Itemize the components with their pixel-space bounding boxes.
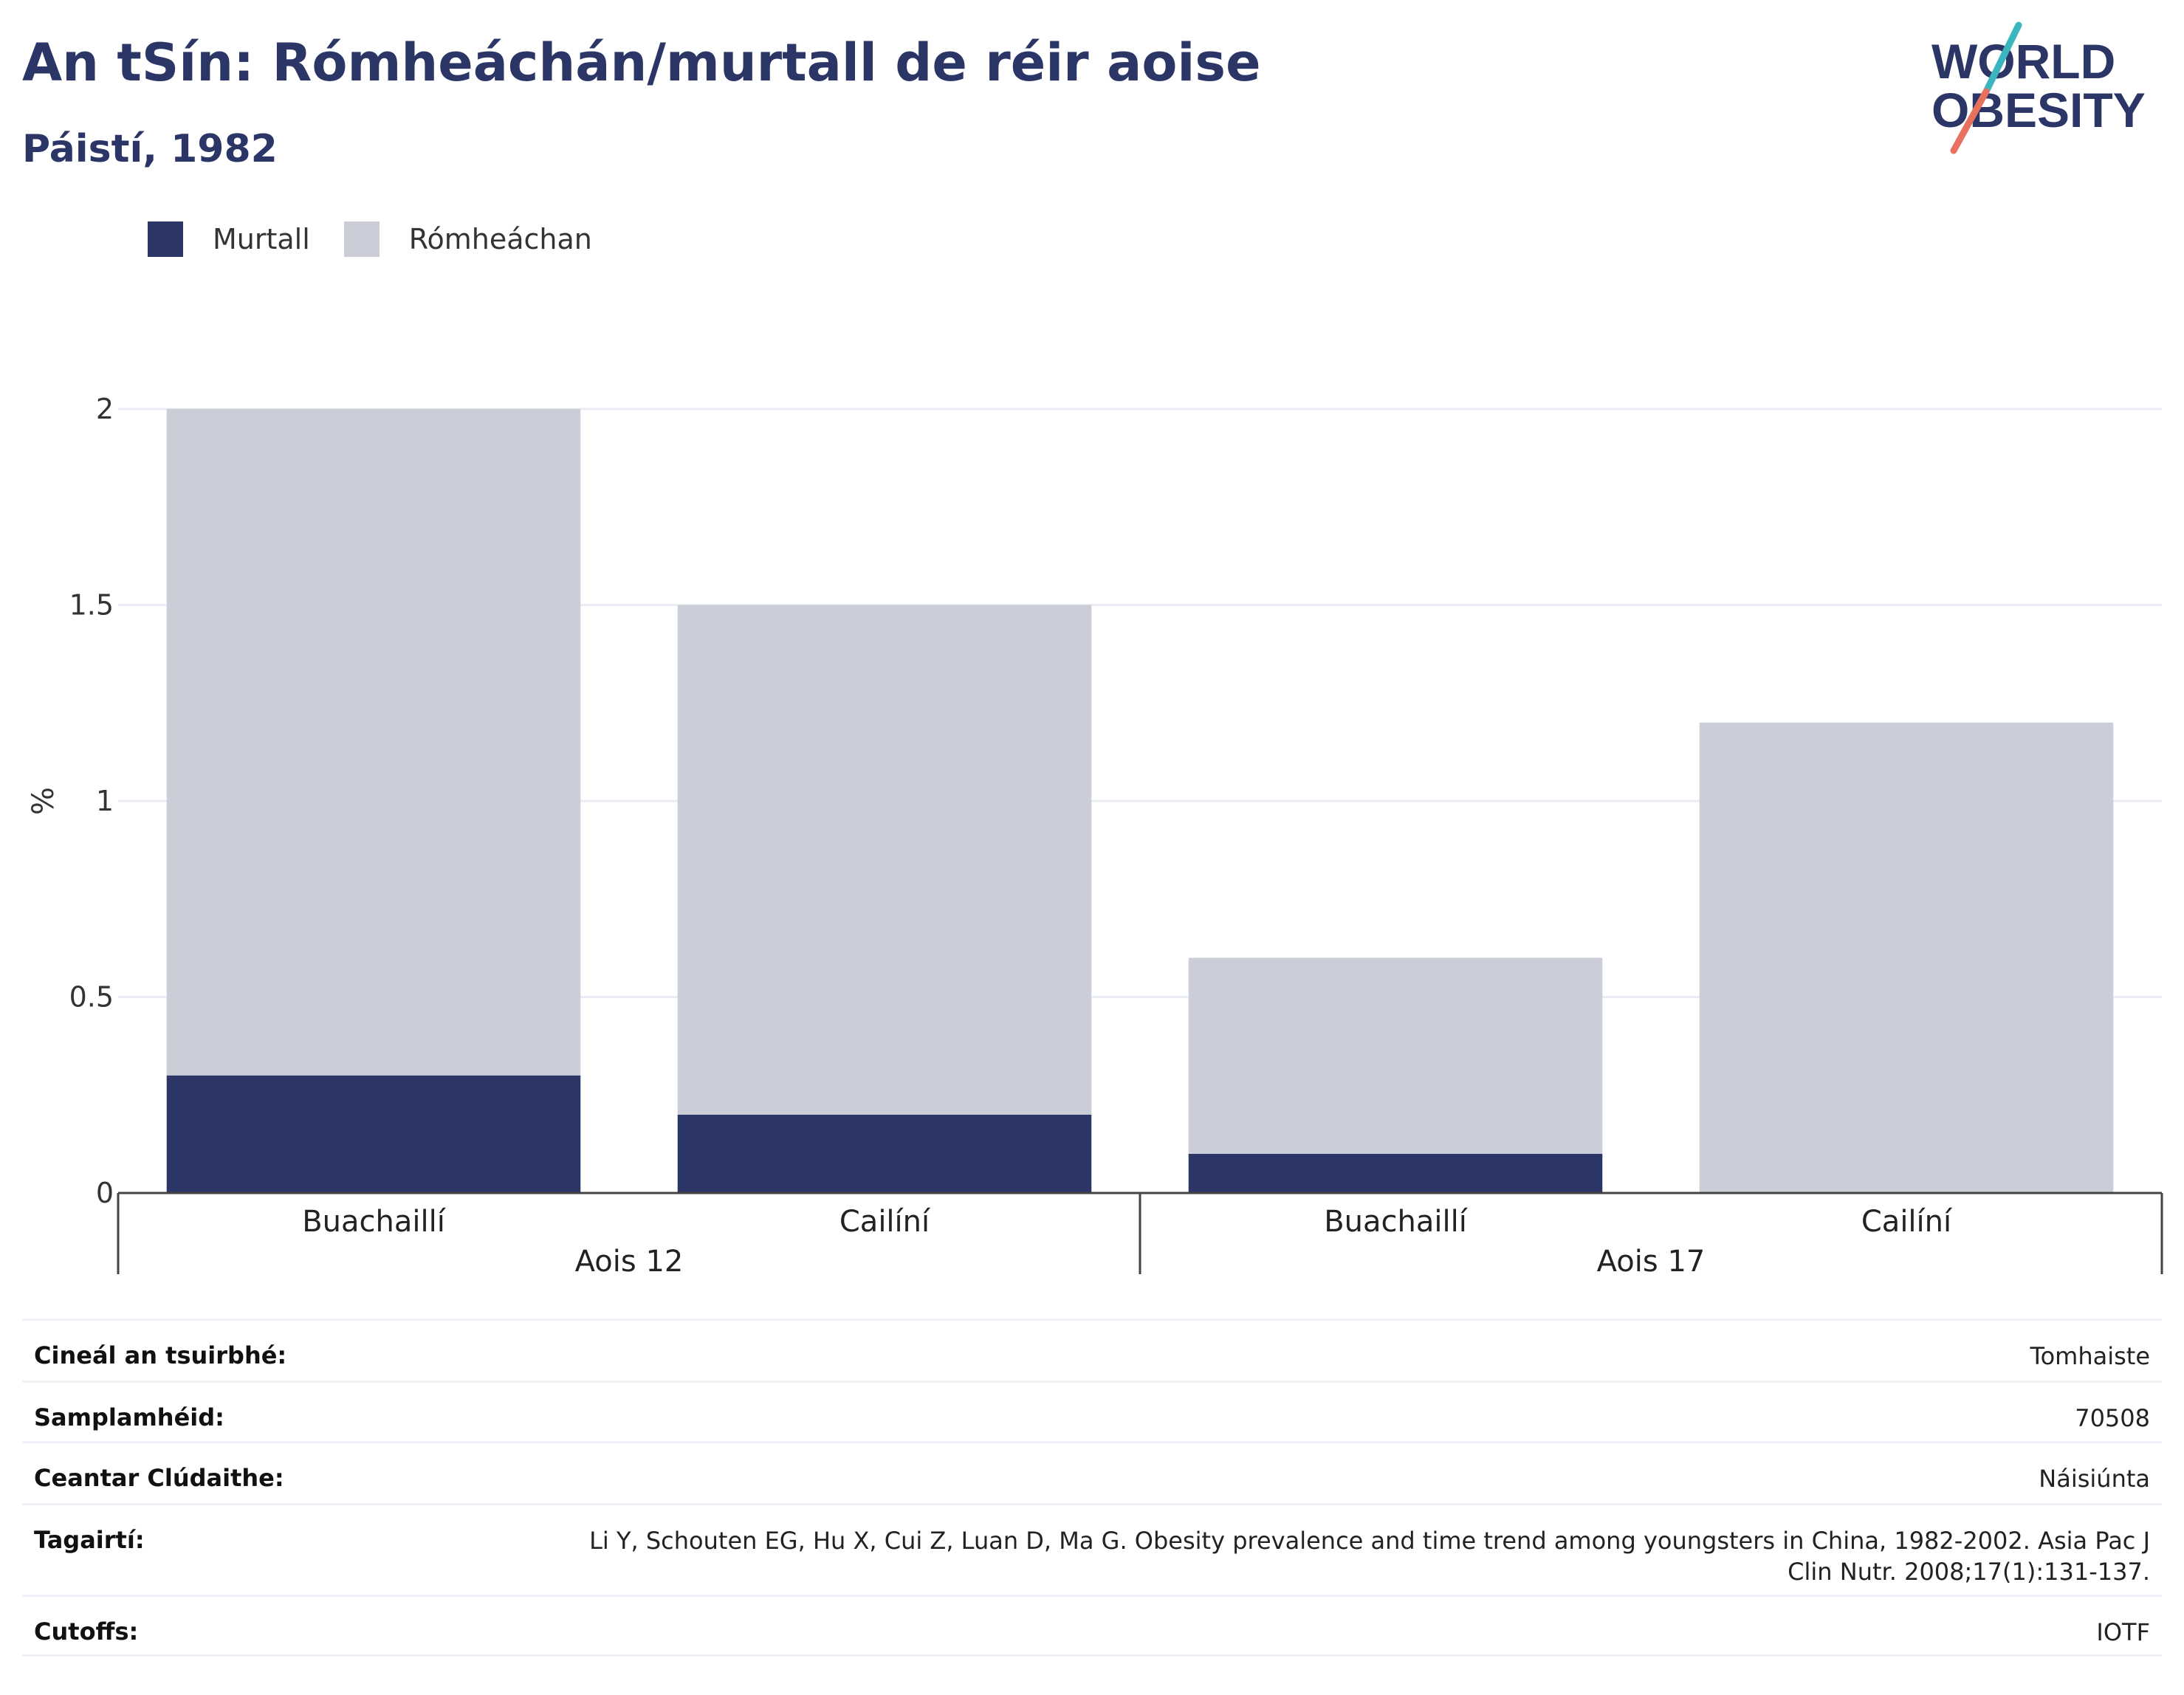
y-tick-label: 0.5 xyxy=(69,981,114,1014)
logo-slash-top xyxy=(1982,21,2022,95)
bar-murtall xyxy=(1188,1153,1603,1193)
world-obesity-logo: WORLD OBESITY xyxy=(1931,21,2146,154)
bar-murtall xyxy=(166,1075,581,1193)
info-label: Cineál an tsuirbhé: xyxy=(34,1341,287,1369)
bar-r-mhe-chan xyxy=(1188,957,1603,1154)
stacked-bar-chart: 0 0.5 1 1.5 2% Buachaillí Cailíní Buachaillí Cai… xyxy=(27,393,2163,1279)
legend-label-romheachan: Rómheáchan xyxy=(408,223,592,255)
legend-item-romheachan[interactable]: Rómheáchan xyxy=(343,221,592,257)
x-tick-label: Buachaillí xyxy=(302,1205,447,1239)
x-tick-label: Cailíní xyxy=(839,1205,931,1239)
info-row-survey-type: Cineál an tsuirbhé: Tomhaiste xyxy=(22,1318,2162,1381)
info-value: 70508 xyxy=(2075,1404,2150,1432)
logo-line1: WORLD xyxy=(1931,34,2115,89)
info-label: Ceantar Clúdaithe: xyxy=(34,1464,284,1492)
info-table: Cineál an tsuirbhé: Tomhaiste Samplamhéi… xyxy=(22,1318,2162,1657)
chart-subtitle: Páistí, 1982 xyxy=(22,127,278,171)
info-value: Náisiúnta xyxy=(2039,1465,2150,1493)
info-row-sample-size: Samplamhéid: 70508 xyxy=(22,1381,2162,1441)
info-value: Tomhaiste xyxy=(2030,1342,2150,1370)
chart-title: An tSín: Rómheáchán/murtall de réir aois… xyxy=(22,32,1261,93)
info-row-references: Tagairtí: Li Y, Schouten EG, Hu X, Cui Z… xyxy=(22,1503,2162,1595)
chart-legend: Murtall Rómheáchan xyxy=(148,219,626,260)
x-group-label: Aois 17 xyxy=(1597,1245,1706,1279)
info-row-cutoffs: Cutoffs: IOTF xyxy=(22,1595,2162,1657)
x-group-label: Aois 12 xyxy=(575,1245,684,1279)
info-value: IOTF xyxy=(2096,1618,2150,1646)
info-label: Samplamhéid: xyxy=(34,1403,224,1431)
x-tick-label: Buachaillí xyxy=(1324,1205,1469,1239)
y-tick-label: 1 xyxy=(96,785,114,817)
y-tick-label: 1.5 xyxy=(69,589,114,622)
legend-item-murtall[interactable]: Murtall xyxy=(148,221,310,257)
logo-slash-bottom xyxy=(1950,88,1990,154)
legend-swatch-murtall xyxy=(148,221,183,257)
bar-r-mhe-chan xyxy=(1699,722,2114,1193)
legend-swatch-romheachan xyxy=(343,221,380,257)
x-tick-label: Cailíní xyxy=(1861,1205,1953,1239)
info-label: Tagairtí: xyxy=(34,1526,145,1554)
info-value: Li Y, Schouten EG, Hu X, Cui Z, Luan D, … xyxy=(589,1527,2150,1586)
y-axis-title: % xyxy=(27,787,61,815)
bar-murtall xyxy=(677,1114,1092,1193)
info-row-area-covered: Ceantar Clúdaithe: Náisiúnta xyxy=(22,1441,2162,1503)
legend-label-murtall: Murtall xyxy=(213,223,310,255)
y-tick-label: 2 xyxy=(96,393,114,425)
bar-r-mhe-chan xyxy=(166,409,581,1076)
bar-r-mhe-chan xyxy=(677,605,1092,1115)
y-tick-label: 0 xyxy=(96,1177,114,1209)
info-label: Cutoffs: xyxy=(34,1617,139,1646)
